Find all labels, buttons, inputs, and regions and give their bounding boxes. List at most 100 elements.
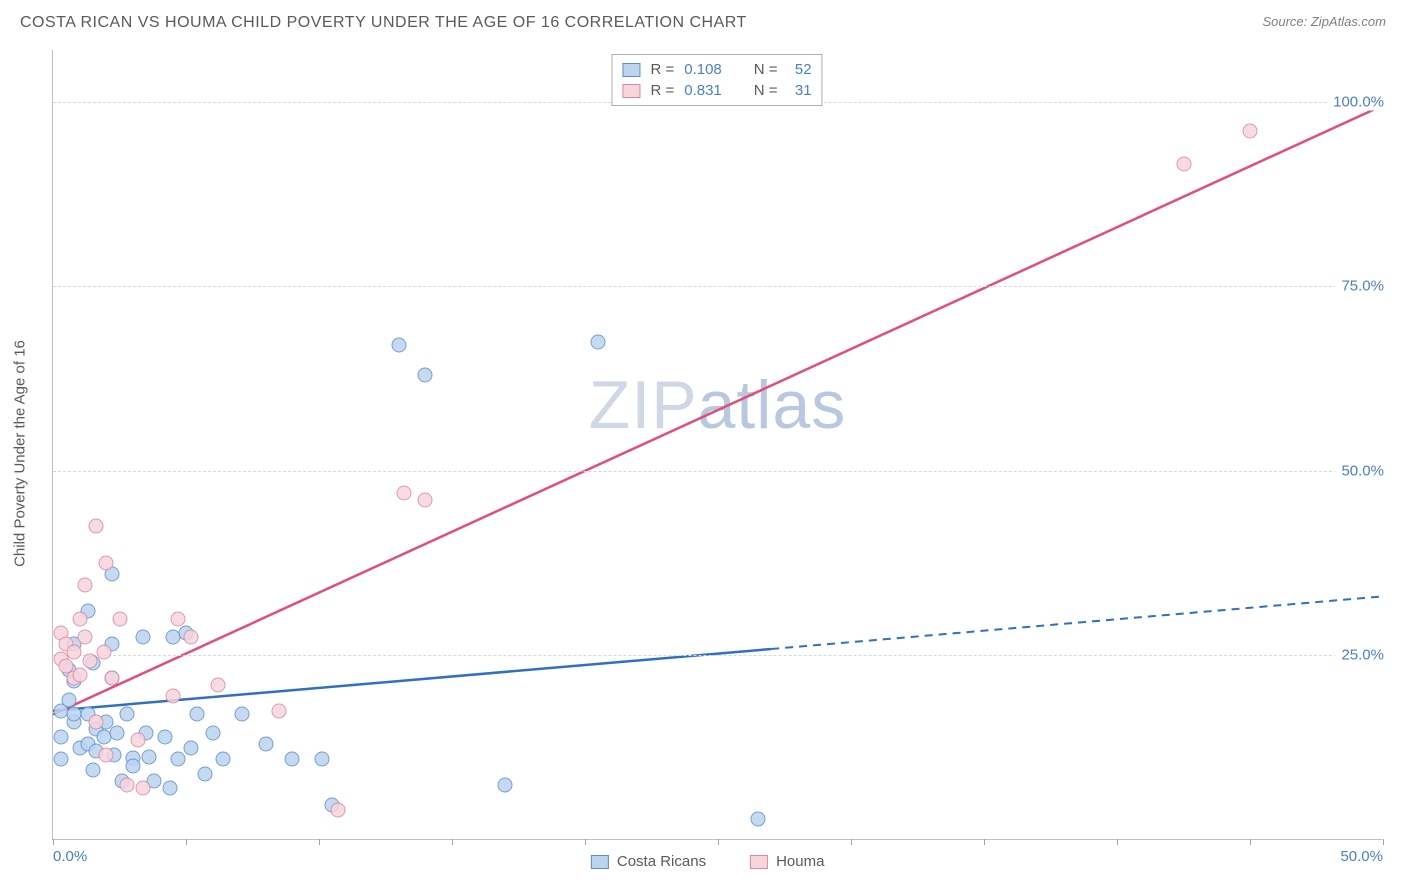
scatter-point: [1243, 124, 1258, 139]
scatter-point: [99, 748, 114, 763]
scatter-point: [171, 611, 186, 626]
scatter-point: [136, 781, 151, 796]
y-tick-label: 50.0%: [1335, 462, 1384, 479]
scatter-point: [210, 677, 225, 692]
trend-line-dashed: [771, 596, 1383, 649]
trend-line-solid: [53, 105, 1383, 714]
watermark-part2: atlas: [698, 367, 847, 443]
source-attribution: Source: ZipAtlas.com: [1262, 14, 1386, 29]
scatter-point: [120, 777, 135, 792]
legend-swatch-icon: [622, 63, 640, 77]
scatter-point: [285, 751, 300, 766]
x-tick: [53, 839, 54, 845]
scatter-point: [498, 777, 513, 792]
chart-container: ZIPatlas 25.0%50.0%75.0%100.0%0.0%50.0% …: [52, 50, 1382, 840]
scatter-point: [88, 519, 103, 534]
x-tick: [1383, 839, 1384, 845]
x-tick: [718, 839, 719, 845]
scatter-point: [216, 751, 231, 766]
n-value: 31: [788, 82, 812, 99]
scatter-point: [165, 689, 180, 704]
scatter-point: [163, 781, 178, 796]
y-tick-label: 100.0%: [1327, 93, 1384, 110]
watermark-part1: ZIP: [589, 367, 698, 443]
scatter-point: [418, 493, 433, 508]
x-tick: [1250, 839, 1251, 845]
y-axis-label-text: Child Poverty Under the Age of 16: [12, 340, 29, 567]
legend-swatch-icon: [622, 84, 640, 98]
scatter-point: [99, 556, 114, 571]
scatter-point: [136, 629, 151, 644]
r-label: R =: [650, 82, 674, 99]
legend-item: Houma: [750, 853, 824, 870]
scatter-point: [197, 766, 212, 781]
legend-label: Houma: [776, 853, 824, 870]
scatter-point: [272, 703, 287, 718]
scatter-point: [234, 707, 249, 722]
scatter-point: [397, 485, 412, 500]
scatter-point: [1176, 157, 1191, 172]
source-name: ZipAtlas.com: [1311, 14, 1386, 29]
correlation-row: R = 0.831 N = 31: [622, 80, 811, 101]
x-tick: [1117, 839, 1118, 845]
series-legend: Costa Ricans Houma: [591, 853, 825, 870]
scatter-point: [83, 653, 98, 668]
y-tick-label: 75.0%: [1335, 278, 1384, 295]
scatter-point: [157, 729, 172, 744]
plot-area: ZIPatlas 25.0%50.0%75.0%100.0%0.0%50.0%: [52, 50, 1382, 840]
scatter-point: [184, 629, 199, 644]
scatter-point: [85, 762, 100, 777]
correlation-legend: R = 0.108N = 52 R = 0.831 N = 31: [611, 54, 822, 106]
scatter-point: [88, 714, 103, 729]
scatter-point: [205, 725, 220, 740]
scatter-point: [591, 334, 606, 349]
x-tick: [851, 839, 852, 845]
scatter-point: [189, 707, 204, 722]
scatter-point: [141, 750, 156, 765]
scatter-point: [120, 707, 135, 722]
x-tick: [186, 839, 187, 845]
n-value: 52: [788, 61, 812, 78]
scatter-point: [750, 812, 765, 827]
source-prefix: Source:: [1262, 14, 1310, 29]
scatter-point: [96, 644, 111, 659]
scatter-point: [61, 692, 76, 707]
scatter-point: [314, 751, 329, 766]
scatter-point: [109, 725, 124, 740]
y-gridline: [53, 471, 1382, 472]
scatter-point: [53, 751, 68, 766]
y-gridline: [53, 286, 1382, 287]
scatter-point: [125, 759, 140, 774]
chart-title: COSTA RICAN VS HOUMA CHILD POVERTY UNDER…: [20, 14, 747, 32]
scatter-point: [112, 611, 127, 626]
scatter-point: [53, 729, 68, 744]
scatter-point: [171, 751, 186, 766]
legend-item: Costa Ricans: [591, 853, 706, 870]
scatter-point: [77, 629, 92, 644]
watermark: ZIPatlas: [589, 366, 846, 444]
scatter-point: [77, 578, 92, 593]
x-tick: [319, 839, 320, 845]
x-tick: [984, 839, 985, 845]
scatter-point: [184, 740, 199, 755]
correlation-row: R = 0.108N = 52: [622, 59, 811, 80]
scatter-point: [72, 668, 87, 683]
scatter-point: [72, 611, 87, 626]
x-tick: [585, 839, 586, 845]
x-tick-label: 50.0%: [1340, 848, 1383, 865]
x-tick-label: 0.0%: [53, 848, 87, 865]
legend-swatch-icon: [591, 855, 609, 869]
y-gridline: [53, 655, 1382, 656]
scatter-point: [131, 733, 146, 748]
scatter-point: [330, 803, 345, 818]
scatter-point: [418, 367, 433, 382]
x-tick: [452, 839, 453, 845]
legend-label: Costa Ricans: [617, 853, 706, 870]
trend-line-solid: [53, 649, 771, 711]
scatter-point: [258, 737, 273, 752]
legend-swatch-icon: [750, 855, 768, 869]
r-value: 0.831: [684, 82, 722, 99]
y-tick-label: 25.0%: [1335, 647, 1384, 664]
n-label: N =: [754, 82, 778, 99]
scatter-point: [67, 644, 82, 659]
